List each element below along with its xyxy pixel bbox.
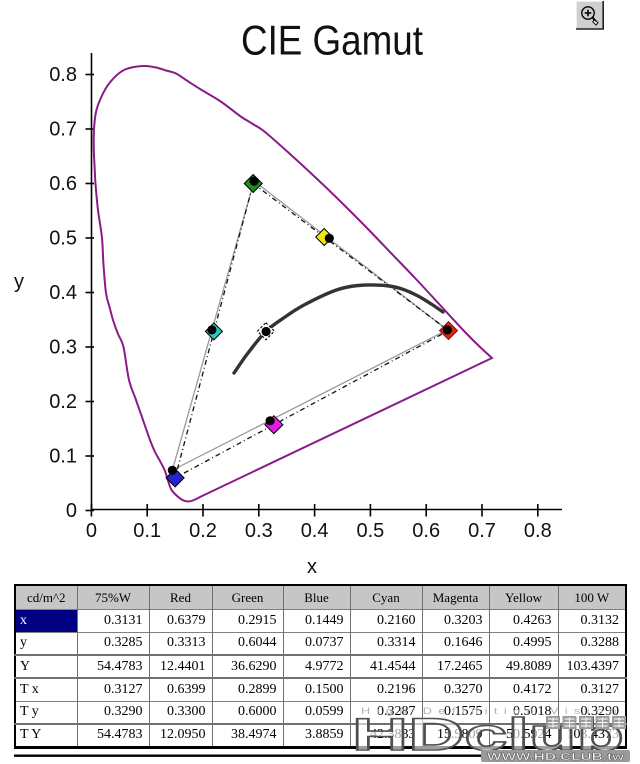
svg-text:WWW.HD.CLUB.tw: WWW.HD.CLUB.tw (487, 751, 625, 763)
svg-text:0: 0 (86, 520, 97, 542)
svg-text:x: x (307, 556, 317, 578)
svg-text:0.1: 0.1 (49, 446, 77, 468)
svg-text:0: 0 (66, 500, 77, 522)
svg-text:0.3: 0.3 (49, 337, 77, 359)
svg-text:High Definition Vision: High Definition Vision (361, 706, 623, 716)
svg-text:0.6: 0.6 (49, 173, 77, 195)
svg-text:0.7: 0.7 (468, 520, 496, 542)
svg-text:0.5: 0.5 (356, 520, 384, 542)
svg-text:0.1: 0.1 (133, 520, 161, 542)
svg-text:CIE Gamut: CIE Gamut (241, 17, 423, 64)
svg-text:y: y (14, 271, 24, 293)
svg-text:0.3: 0.3 (245, 520, 273, 542)
svg-text:0.4: 0.4 (49, 282, 77, 304)
svg-text:0.8: 0.8 (49, 64, 77, 86)
svg-text:0.8: 0.8 (524, 520, 552, 542)
svg-text:0.2: 0.2 (49, 391, 77, 413)
svg-text:0.7: 0.7 (49, 119, 77, 141)
svg-text:0.6: 0.6 (412, 520, 440, 542)
svg-text:0.5: 0.5 (49, 228, 77, 250)
svg-text:0.4: 0.4 (301, 520, 329, 542)
svg-text:0.2: 0.2 (189, 520, 217, 542)
